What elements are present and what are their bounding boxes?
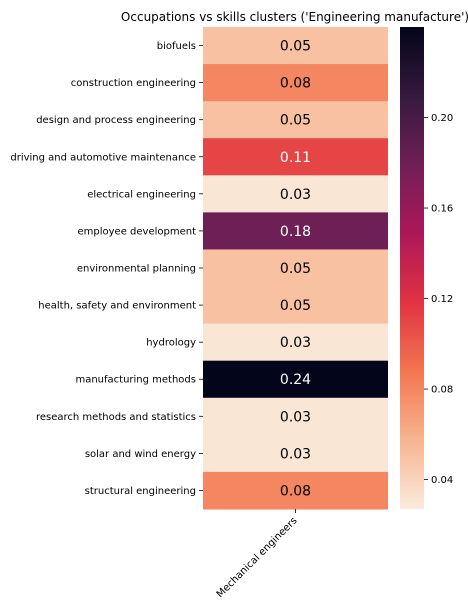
colorbar-tick-label: 0.08 — [431, 385, 453, 396]
heatmap-cell — [203, 286, 388, 325]
y-tick-label: manufacturing methods — [75, 375, 196, 386]
chart-title: Occupations vs skills clusters ('Enginee… — [121, 10, 468, 24]
heatmap-cell — [203, 249, 388, 288]
colorbar-gradient — [400, 27, 424, 509]
x-tick-label: Mechanical engineers — [215, 515, 300, 600]
cell-value-label: 0.03 — [280, 335, 311, 351]
y-tick-label: structural engineering — [85, 486, 196, 497]
y-tick-label: construction engineering — [71, 78, 196, 89]
cell-value-label: 0.03 — [280, 409, 311, 425]
cell-value-label: 0.11 — [280, 150, 311, 166]
cell-value-label: 0.03 — [280, 446, 311, 462]
y-tick-label: driving and automotive maintenance — [10, 152, 196, 163]
heatmap-cell — [203, 397, 388, 436]
cell-value-label: 0.05 — [280, 261, 311, 277]
cell-value-label: 0.03 — [280, 187, 311, 203]
y-axis-labels: biofuels construction engineering design a… — [10, 41, 203, 497]
cell-value-label: 0.08 — [280, 76, 311, 92]
cell-value-label: 0.08 — [280, 483, 311, 499]
heatmap-cell — [203, 64, 388, 102]
y-tick-label: health, safety and environment — [38, 301, 196, 312]
colorbar-tick-label: 0.04 — [431, 475, 453, 486]
heatmap-cell — [203, 434, 388, 473]
heatmap-cell — [203, 360, 388, 399]
colorbar-tick-label: 0.20 — [431, 113, 453, 124]
y-tick-label: employee development — [77, 226, 196, 237]
heatmap-cell — [203, 323, 388, 362]
cell-value-label: 0.24 — [280, 372, 311, 388]
x-axis-labels: Mechanical engineers — [215, 509, 300, 600]
heatmap-cell — [203, 101, 388, 139]
heatmap-cell — [203, 138, 388, 176]
y-tick-label: biofuels — [157, 41, 196, 52]
y-tick-label: research methods and statistics — [36, 412, 196, 423]
y-tick-label: electrical engineering — [87, 189, 196, 200]
y-tick-label: hydrology — [146, 338, 196, 349]
colorbar: 0.04 0.08 0.12 0.16 0.20 — [400, 27, 453, 509]
y-tick-label: environmental planning — [77, 264, 196, 275]
heatmap-cell — [203, 175, 388, 213]
cell-value-label: 0.05 — [280, 39, 311, 55]
y-tick-label: design and process engineering — [36, 115, 196, 126]
heatmap-cell — [203, 27, 388, 65]
cell-value-label: 0.18 — [280, 224, 311, 240]
heatmap-cell — [203, 471, 388, 510]
cell-value-label: 0.05 — [280, 298, 311, 314]
heatmap-cells: 0.05 0.08 0.05 0.11 0.03 0.18 0.05 0.05 0.03 0.24… — [203, 27, 388, 510]
y-tick-label: solar and wind energy — [85, 449, 196, 460]
colorbar-tick-label: 0.12 — [431, 294, 453, 305]
heatmap-cell — [203, 212, 388, 250]
cell-value-label: 0.05 — [280, 113, 311, 129]
colorbar-tick-label: 0.16 — [431, 204, 453, 215]
